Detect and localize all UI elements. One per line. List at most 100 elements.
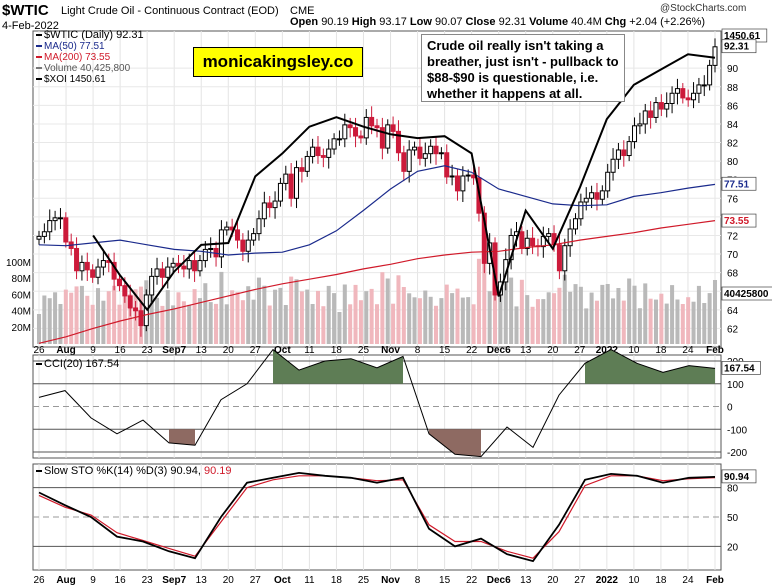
candle-body xyxy=(122,285,128,297)
volume-bar xyxy=(471,304,476,344)
header-name: Light Crude Oil - Continuous Contract (E… xyxy=(61,5,279,17)
volume-bar xyxy=(96,288,101,344)
sto-k-badge-box xyxy=(721,469,757,484)
sto-panel: 26 Aug 9 16 23 Sep7 13 20 27 Oct 11 18 25 Nov 8 15 22 Dec… xyxy=(32,463,757,586)
candle-body xyxy=(326,148,332,158)
volume-bar xyxy=(63,289,68,344)
volume-bar xyxy=(600,284,605,344)
candle-body xyxy=(578,201,584,220)
volume-bar xyxy=(434,305,439,344)
x-tick-label: Sep7 xyxy=(162,345,186,356)
candle-body xyxy=(224,226,230,231)
volume-bar xyxy=(160,305,165,344)
volume-label: Volume xyxy=(529,16,569,28)
candle-body xyxy=(567,228,573,247)
high-value: 93.17 xyxy=(379,16,407,28)
candle-body xyxy=(556,244,562,272)
candle-body xyxy=(353,127,359,137)
volume-bar xyxy=(251,299,256,344)
volume-bar xyxy=(509,277,514,344)
x-tick-label: Feb xyxy=(706,345,724,356)
x-tick-label: Dec6 xyxy=(487,575,511,586)
volume-bar xyxy=(670,285,675,344)
candle-body xyxy=(401,152,407,172)
x-tick-label: 13 xyxy=(196,575,208,586)
volume-tick-label: 40M xyxy=(12,307,31,318)
candle-body xyxy=(701,84,707,87)
volume-bar xyxy=(74,286,79,344)
candle-body xyxy=(712,46,718,66)
x-tick-label: Dec6 xyxy=(487,345,511,356)
candle-body xyxy=(449,175,455,178)
close-label: Close xyxy=(465,16,496,28)
volume-bar xyxy=(149,278,154,344)
volume-bar xyxy=(401,287,406,344)
volume-bar xyxy=(573,284,578,344)
volume-bar xyxy=(374,304,380,344)
volume-legend: Volume 40,425,800 xyxy=(44,63,131,74)
x-tick-label: 27 xyxy=(574,345,586,356)
volume-bar xyxy=(696,285,701,344)
cci-badge: 167.54 xyxy=(724,363,755,374)
volume-bar xyxy=(637,308,642,344)
volume-bar xyxy=(498,293,503,344)
volume-bar xyxy=(53,292,58,344)
candle-body xyxy=(320,155,326,158)
x-tick-label: Oct xyxy=(274,345,291,356)
candle-body xyxy=(594,192,600,200)
volume-bar xyxy=(358,300,363,344)
volume-bar xyxy=(578,286,583,344)
volume-bar xyxy=(36,314,42,344)
volume-bar xyxy=(294,279,299,344)
y-tick-label: 62 xyxy=(727,324,739,335)
candle-body xyxy=(154,268,160,277)
open-label: Open xyxy=(290,16,319,28)
candle-body xyxy=(691,92,697,101)
candle-body xyxy=(685,97,691,101)
x-tick-label: 18 xyxy=(655,345,667,356)
candle-body xyxy=(621,149,627,157)
volume-bar xyxy=(664,303,669,344)
volume-bar xyxy=(584,308,589,344)
x-tick-label: 13 xyxy=(520,575,532,586)
x-tick-label: 2022 xyxy=(596,345,619,356)
candle-body xyxy=(245,239,251,252)
y-tick-label: 70 xyxy=(727,250,739,261)
x-tick-label: 20 xyxy=(223,345,235,356)
credit-text: @StockCharts.com xyxy=(660,3,747,14)
candle-body xyxy=(261,202,267,220)
annotation-box: Crude oil really isn't taking a breather… xyxy=(421,34,625,102)
volume-bar xyxy=(240,300,245,344)
x-tick-label: 2022 xyxy=(596,575,619,586)
volume-bar xyxy=(439,298,444,344)
x-tick-label: 27 xyxy=(574,575,586,586)
xoi-line xyxy=(92,53,716,312)
candle-body xyxy=(572,218,579,230)
volume-bar xyxy=(707,293,712,344)
x-tick-label: Aug xyxy=(56,575,75,586)
volume-bar xyxy=(101,300,106,344)
candle-body xyxy=(599,190,605,200)
volume-bar xyxy=(396,275,401,344)
y-tick-label: 86 xyxy=(727,101,739,112)
x-tick-label: 11 xyxy=(304,345,315,356)
price-legend: $WTIC (Daily) 92.31 xyxy=(44,29,144,41)
candle-body xyxy=(310,146,316,157)
cci-badge-box xyxy=(721,361,761,375)
ma50-legend: MA(50) 77.51 xyxy=(44,41,105,52)
volume-bar xyxy=(482,254,487,344)
candle-body xyxy=(202,248,208,262)
volume-tick-label: 60M xyxy=(12,290,31,301)
volume-bar xyxy=(391,303,396,344)
sto-tick-label: 80 xyxy=(727,484,739,495)
x-tick-label: 16 xyxy=(115,345,127,356)
sto-legend: Slow STO %K(14) %D(3) 90.94, 90.19 xyxy=(44,465,232,477)
cci-fill-positive xyxy=(585,349,715,384)
volume-bar xyxy=(476,258,481,344)
volume-bar xyxy=(659,293,664,344)
ma50-line xyxy=(38,165,716,256)
candle-body xyxy=(208,247,214,250)
candle-body xyxy=(331,138,337,150)
cci-line xyxy=(38,348,716,458)
